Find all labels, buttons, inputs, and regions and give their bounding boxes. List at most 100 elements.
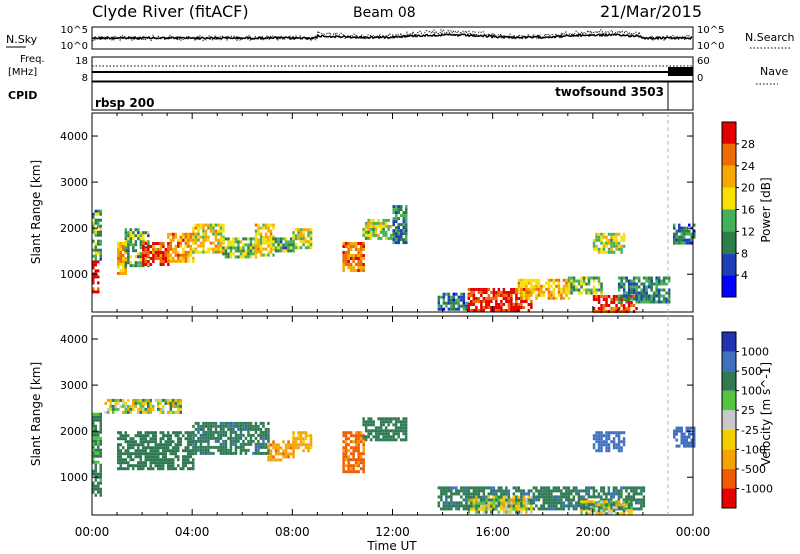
cell	[202, 232, 205, 236]
cell	[119, 431, 122, 435]
cell	[635, 288, 638, 292]
cell	[162, 434, 165, 438]
cell	[272, 240, 275, 244]
cell	[577, 291, 581, 295]
cell	[465, 492, 468, 496]
cell	[307, 234, 310, 238]
cell	[512, 309, 516, 312]
cell	[522, 495, 526, 499]
cell	[462, 301, 466, 305]
cell	[137, 234, 140, 238]
cell	[247, 439, 250, 443]
cell	[572, 495, 576, 499]
freq-tick-bottom: 8	[82, 73, 88, 84]
cell	[167, 440, 170, 444]
cell	[500, 501, 503, 505]
cell	[99, 239, 102, 243]
cell	[605, 498, 608, 502]
cell	[472, 300, 476, 303]
cell	[164, 452, 167, 456]
cell	[475, 297, 478, 300]
cell	[254, 250, 258, 254]
cell	[294, 246, 298, 250]
cell	[119, 467, 122, 471]
cell	[397, 229, 400, 233]
cell	[167, 235, 170, 239]
cell	[520, 498, 523, 502]
cell	[612, 506, 616, 510]
cell	[192, 256, 195, 260]
cell	[172, 440, 175, 444]
cell	[600, 489, 603, 493]
cell	[207, 250, 210, 254]
cell	[269, 452, 273, 456]
colorbar-tick-label: 20	[741, 182, 755, 195]
cell	[254, 241, 258, 245]
cell	[450, 492, 453, 496]
cell	[600, 241, 603, 245]
cell	[552, 498, 556, 502]
cell	[693, 426, 696, 430]
cell	[680, 241, 683, 245]
cell	[197, 436, 200, 440]
cell	[535, 495, 538, 499]
cell	[475, 504, 478, 508]
cell	[615, 431, 618, 435]
cell	[402, 226, 405, 230]
cell	[169, 437, 172, 441]
cell	[257, 250, 260, 254]
cell	[515, 486, 518, 490]
cell	[600, 238, 603, 242]
cell	[159, 410, 162, 414]
cell	[127, 455, 130, 459]
cell	[99, 224, 102, 228]
cell	[134, 264, 138, 268]
cell	[615, 489, 618, 493]
cell	[397, 417, 400, 421]
cell	[462, 292, 466, 296]
cell	[505, 291, 508, 294]
cell	[212, 451, 215, 455]
colorbar-bin	[722, 468, 736, 489]
cell	[207, 448, 210, 452]
cell	[132, 407, 135, 411]
cell	[142, 410, 145, 414]
cell	[647, 300, 651, 304]
cell	[485, 498, 488, 502]
cell	[304, 446, 308, 450]
cell	[284, 240, 288, 244]
cell	[142, 254, 145, 257]
cell	[615, 241, 618, 245]
cell	[362, 461, 365, 465]
cell	[272, 235, 275, 239]
cell	[622, 238, 626, 242]
cell	[467, 495, 471, 499]
cell	[257, 223, 260, 227]
cell	[657, 276, 661, 280]
cell	[384, 417, 388, 421]
cell	[207, 445, 210, 449]
cell	[510, 507, 513, 511]
x-tick-label: 00:00	[75, 525, 110, 539]
cell	[592, 276, 596, 280]
cell	[480, 300, 483, 303]
cell	[264, 223, 268, 227]
cell	[142, 257, 145, 260]
cell	[254, 436, 258, 440]
cell	[642, 285, 646, 289]
cell	[352, 455, 355, 459]
cell	[209, 430, 213, 434]
cell	[117, 248, 120, 251]
cell	[177, 407, 180, 411]
cell	[475, 501, 478, 505]
cell	[132, 452, 135, 456]
cell	[307, 434, 310, 438]
cell	[387, 429, 390, 433]
cell	[612, 232, 616, 236]
cell	[482, 309, 486, 312]
cell	[199, 427, 203, 431]
cell	[342, 245, 345, 248]
cell	[605, 304, 608, 307]
cell	[182, 464, 185, 468]
cell	[382, 224, 385, 228]
